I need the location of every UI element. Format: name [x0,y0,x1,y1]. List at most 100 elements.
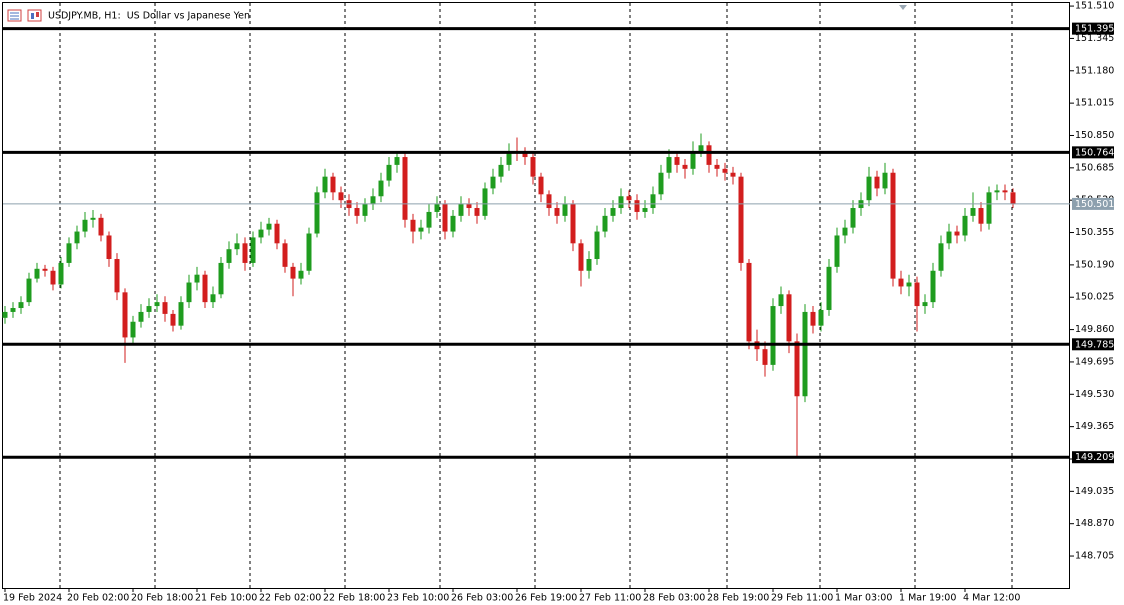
candle-body [874,176,880,189]
candle-body [554,208,560,216]
candle-body [650,194,656,209]
icon [31,13,34,19]
candle-body [882,172,888,189]
candle-body [970,208,976,216]
candle-body [618,196,624,209]
candle-body [354,208,360,216]
candle-body [506,151,512,165]
candle-body [778,294,784,307]
candle-body [122,292,128,338]
candle-body [938,243,944,271]
y-tick-label: 149.365 [1075,421,1114,432]
candle-body [810,311,816,326]
candle-body [986,192,992,224]
y-tick-label: 150.355 [1075,227,1114,238]
candle-body [50,270,56,285]
candle-body [930,270,936,303]
candle-body [130,321,136,338]
candle-body [570,204,576,244]
candle-body [770,306,776,365]
candle-body [90,217,96,220]
x-tick-label: 22 Feb 18:00 [323,593,385,604]
candle-body [842,227,848,236]
candle-body [314,192,320,234]
candle-body [674,157,680,165]
candle-body [410,219,416,232]
candle-body [994,190,1000,193]
candle-body [234,243,240,250]
candle-body [850,208,856,228]
candle-body [274,223,280,244]
candle-body [578,243,584,271]
candle-body [546,194,552,209]
axes: 151.510 151.345 151.180 151.015 150.850 150.6… [3,1,1114,604]
x-tick-label: 1 Mar 03:00 [835,593,892,604]
candle-body [890,172,896,279]
x-tick-label: 27 Feb 11:00 [579,593,641,604]
y-tick-label: 150.025 [1075,292,1114,303]
candle-body [2,311,8,318]
candle-body [698,145,704,152]
candle-body [138,311,144,322]
plot-frame [2,2,1070,589]
x-tick-label: 20 Feb 18:00 [131,593,193,604]
level-label-bg [1072,338,1114,351]
y-tick-label: 151.015 [1075,98,1114,109]
candle-body [402,157,408,220]
candle-body [866,176,872,201]
candle-body [386,164,392,181]
candle-body [306,233,312,271]
candle-body [202,274,208,303]
candle-body [330,176,336,193]
y-tick-label: 149.035 [1075,486,1114,497]
candle-body [914,282,920,307]
candle-body [946,231,952,244]
x-tick-label: 20 Feb 02:00 [67,593,129,604]
candle-body [594,231,600,260]
level-label: 150.764 [1075,147,1114,158]
y-tick-label: 151.180 [1075,65,1114,76]
candle-body [162,302,168,314]
candle-body [954,231,960,236]
level-label: 151.395 [1075,24,1114,35]
candle-body [370,196,376,205]
candle-body [762,349,768,365]
x-tick-label: 28 Feb 19:00 [707,593,769,604]
candle-body [218,262,224,295]
candle-body [738,176,744,263]
x-tick-label: 4 Mar 12:00 [963,593,1020,604]
y-tick-label: 151.345 [1075,33,1114,44]
candle-body [74,231,80,244]
candle-body [746,262,752,342]
candle-body [322,176,328,193]
candle-body [482,188,488,216]
level-label: 149.785 [1075,339,1114,350]
candle-body [170,313,176,326]
day-separators [59,3,1013,588]
shift-marker [899,5,907,10]
candle-body [434,204,440,212]
candle-body [498,164,504,177]
candle-body [10,308,16,312]
candle-body [714,164,720,169]
candle-body [58,262,64,285]
candle-body [978,208,984,224]
candle-body [922,302,928,307]
candle-body [666,157,672,173]
candle-body [634,200,640,212]
y-tick-label: 149.530 [1075,389,1114,400]
y-tick-label: 148.870 [1075,518,1114,529]
candle-body [458,204,464,216]
y-tick-label: 150.190 [1075,259,1114,270]
candle-body [66,243,72,263]
candle-body [690,151,696,169]
candle-body [146,306,152,312]
candle-body [442,204,448,232]
candle-body [450,215,456,232]
candle-body [706,145,712,165]
candle-body [106,235,112,260]
candle-body [1002,190,1008,193]
candle-body [490,176,496,189]
x-tick-label: 26 Feb 03:00 [451,593,513,604]
